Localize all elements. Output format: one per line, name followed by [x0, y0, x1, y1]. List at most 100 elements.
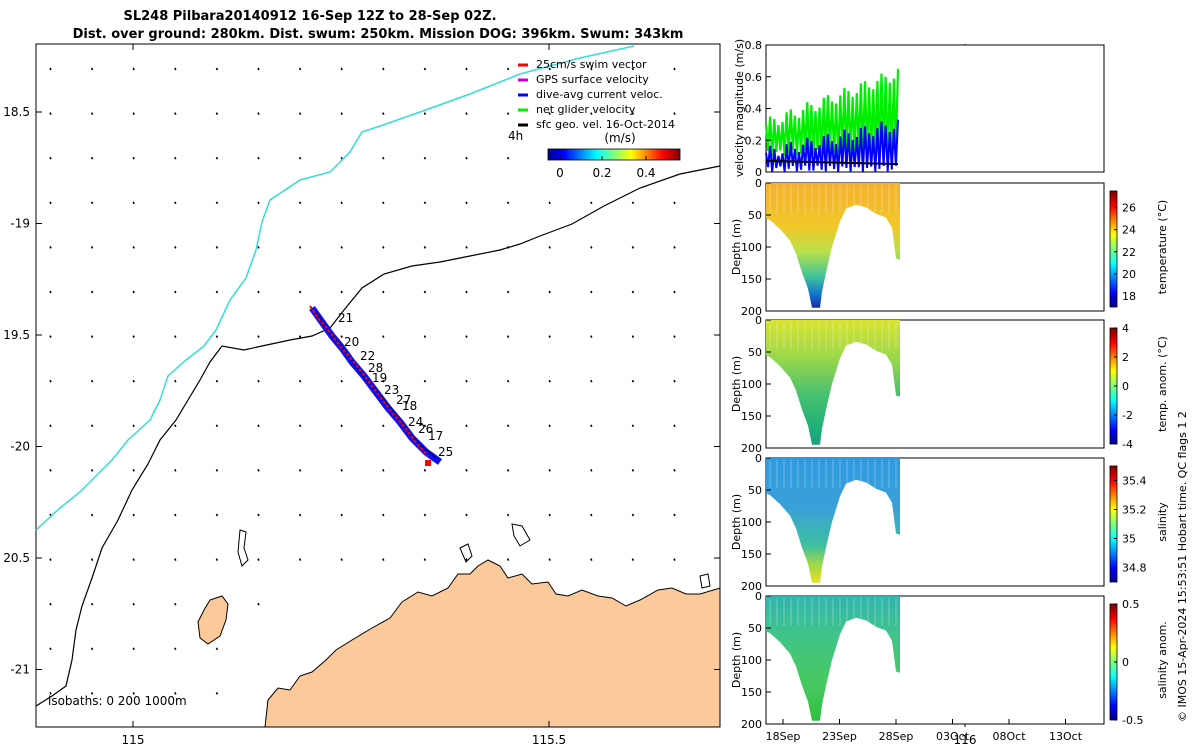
- vector-mark: [548, 469, 551, 472]
- vector-mark: [90, 67, 94, 71]
- vector-mark: [215, 335, 219, 338]
- vector-mark: [506, 201, 510, 205]
- vector-mark: [548, 335, 551, 338]
- vector-mark: [174, 290, 177, 294]
- vector-mark: [257, 67, 260, 71]
- velocity-ytick-label: 0.8: [745, 39, 763, 52]
- vector-mark: [590, 513, 593, 517]
- vector-mark: [382, 156, 385, 160]
- vector-mark: [215, 513, 219, 517]
- vector-mark: [215, 290, 219, 294]
- vector-mark: [631, 201, 635, 205]
- vector-mark: [215, 558, 219, 561]
- vector-mark: [465, 201, 468, 205]
- section-ylabel: Depth (m): [730, 632, 743, 688]
- vector-mark: [49, 469, 52, 472]
- vector-mark: [340, 67, 343, 71]
- vector-mark: [215, 469, 219, 472]
- vector-mark: [382, 67, 385, 71]
- track-day-label: 22: [360, 349, 375, 363]
- section-ytick-label: 50: [748, 209, 762, 222]
- vector-mark: [90, 156, 94, 160]
- colorbar-tick-label: 18: [1122, 290, 1136, 303]
- vector-mark: [132, 424, 135, 428]
- vector-mark: [423, 246, 427, 249]
- section-field: [766, 458, 900, 583]
- section-ytick-label: 200: [741, 442, 762, 455]
- island-barrow: [197, 595, 229, 645]
- vector-mark: [506, 558, 510, 561]
- map-xtick-label: 116: [954, 733, 977, 747]
- swim-vectors: [309, 305, 429, 457]
- section-ylabel: Depth (m): [730, 356, 743, 412]
- figure-title-line2: Dist. over ground: 280km. Dist. swum: 25…: [73, 27, 684, 42]
- vector-mark: [590, 379, 593, 383]
- vector-mark: [132, 379, 135, 383]
- vector-mark: [90, 379, 94, 383]
- vector-mark: [506, 513, 510, 517]
- section-panel: 0 50 100 150 200 Depth (m) 35.4 35.2 35 34.8 salin…: [730, 452, 1169, 593]
- vector-mark: [340, 513, 343, 517]
- vector-mark: [548, 201, 551, 205]
- vector-mark: [90, 469, 94, 472]
- vector-mark: [298, 469, 302, 472]
- vector-mark: [631, 469, 635, 472]
- velocity-ticks: 0 0.2 0.4 0.6 0.8: [745, 39, 771, 179]
- vector-mark: [548, 513, 551, 517]
- vector-mark: [90, 112, 94, 115]
- vector-mark: [174, 424, 177, 428]
- vector-mark: [49, 246, 52, 249]
- track-day-label: 17: [428, 429, 443, 443]
- velocity-ytick-label: 0.2: [745, 134, 763, 147]
- vector-mark: [590, 469, 593, 472]
- section-ytick-label: 0: [755, 452, 762, 465]
- colorbar-tick-label: 0.4: [636, 166, 655, 180]
- vector-mark: [506, 67, 510, 71]
- section-xtick-label: 23Sep: [822, 730, 857, 743]
- velocity-series: [764, 68, 900, 173]
- vector-mark: [631, 424, 635, 428]
- vector-mark: [631, 112, 635, 115]
- vector-mark: [174, 647, 177, 651]
- section-ytick-label: 100: [741, 654, 762, 667]
- vector-mark: [631, 246, 635, 249]
- vector-mark: [257, 513, 260, 517]
- vector-mark: [673, 558, 676, 561]
- vector-mark: [465, 558, 468, 561]
- series-sfc-geo-velocity: [765, 159, 899, 166]
- colorbar-tick-label: 35.4: [1122, 475, 1147, 488]
- legend-item-label: 25cm/s swim vector: [536, 58, 647, 71]
- colorbar-tick-label: -4: [1122, 438, 1133, 451]
- section-field: [766, 596, 900, 721]
- vector-mark: [174, 201, 177, 205]
- vector-mark: [49, 67, 52, 71]
- vector-mark: [465, 513, 468, 517]
- map-axis-ticks: 115115.5116116.5117117.518.5-1919.5-2020…: [3, 44, 977, 747]
- vector-mark: [423, 201, 427, 205]
- vector-mark: [132, 246, 135, 249]
- island-small-3: [511, 523, 531, 547]
- vector-mark: [465, 112, 468, 115]
- map-ytick-label: 19.5: [3, 328, 30, 342]
- vector-mark: [465, 290, 468, 294]
- vector-mark: [174, 513, 177, 517]
- vector-mark: [174, 379, 177, 383]
- colorbar-tick-label: 22: [1122, 246, 1136, 259]
- map-ytick-label: -19: [10, 217, 30, 231]
- section-ytick-label: 100: [741, 516, 762, 529]
- vector-mark: [631, 67, 635, 71]
- vector-mark: [506, 335, 510, 338]
- vector-mark: [90, 335, 94, 338]
- vector-mark: [215, 692, 219, 695]
- vector-mark: [340, 379, 343, 383]
- vector-mark: [340, 424, 343, 428]
- vector-mark: [423, 156, 427, 160]
- map-xtick-label: 115: [122, 733, 145, 747]
- vector-mark: [257, 602, 260, 606]
- vector-mark: [423, 290, 427, 294]
- vector-mark: [631, 558, 635, 561]
- colorbar-tick-label: 20: [1122, 268, 1136, 281]
- vector-mark: [298, 558, 302, 561]
